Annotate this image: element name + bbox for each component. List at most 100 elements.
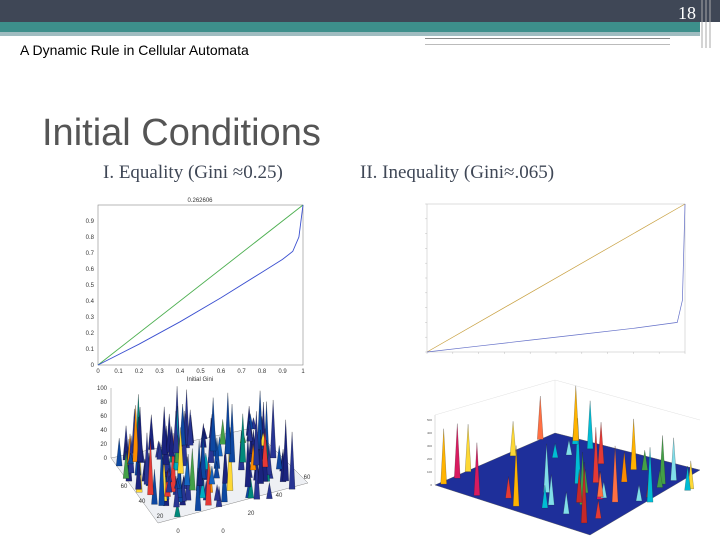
surface-spike	[581, 462, 588, 524]
z-tick-label: 60	[100, 414, 107, 420]
x-tick-label: 0.9	[278, 369, 287, 375]
z-tick-label: 200	[427, 457, 432, 461]
surface-spike	[537, 396, 544, 440]
x-tick-label: 60	[121, 484, 128, 490]
x-axis-label: Initial Gini	[187, 377, 213, 383]
surface-spike	[541, 485, 549, 509]
header-rule	[425, 38, 670, 39]
y-tick-label: 0.4	[86, 299, 95, 305]
surface-spike	[208, 466, 216, 485]
surface-spike	[552, 443, 559, 458]
surface-spike	[184, 456, 191, 486]
chart-title: 0.262606	[187, 198, 213, 204]
slide-title: Initial Conditions	[42, 112, 321, 154]
surface-spike	[505, 476, 512, 499]
surface-spike	[172, 411, 180, 454]
y-tick-label: 0	[91, 363, 95, 369]
surface-spike	[135, 455, 142, 490]
surface-spike	[670, 437, 677, 481]
surface-spike	[244, 436, 252, 488]
surface-spike	[122, 451, 130, 479]
surface-spike	[597, 422, 605, 464]
surface-spike	[199, 478, 206, 498]
surface-spike	[563, 491, 570, 514]
y-tick-label: 0.3	[86, 315, 95, 321]
surface-spike	[213, 461, 220, 479]
surface-spike	[646, 447, 654, 503]
x-tick-label: 0.4	[176, 369, 185, 375]
surface-spike	[158, 444, 165, 506]
surface-spike	[513, 445, 520, 507]
y-tick-label: 0.5	[86, 283, 95, 289]
surface-spike	[592, 427, 599, 483]
surface-spike	[173, 480, 180, 508]
surface-spike	[116, 438, 123, 467]
x-tick-label: 20	[157, 514, 164, 520]
z-tick-label: 0	[430, 483, 432, 487]
surface-spike	[543, 443, 550, 493]
y-tick-label: 0.8	[86, 235, 95, 241]
surface-spike	[454, 423, 461, 479]
y-tick-label: 0.6	[86, 267, 95, 273]
label-inequality: II. Inequality (Gini≈.065)	[360, 162, 555, 183]
surface-spike	[219, 419, 226, 445]
x-tick-label: 1	[301, 369, 305, 375]
surface-spike	[611, 445, 619, 503]
surface-spike	[177, 427, 184, 474]
x-tick-label: 0.1	[114, 369, 123, 375]
surface-spike	[127, 452, 134, 464]
y-tick-label: 40	[276, 493, 283, 499]
z-tick-label: 20	[100, 442, 107, 448]
surface-spike	[576, 469, 583, 503]
x-tick-label: 0	[176, 529, 180, 535]
y-tick-label: 60	[304, 475, 311, 481]
top-bar	[0, 0, 720, 22]
z-tick-label: 500	[427, 418, 432, 422]
z-tick-label: 300	[427, 444, 432, 448]
series-line	[97, 204, 304, 366]
surface-spike	[684, 466, 691, 491]
back-wall-edge	[434, 379, 556, 416]
surface-spike	[269, 399, 277, 459]
surface-spike	[659, 435, 666, 485]
surface-spike	[148, 414, 155, 450]
surface-spike	[239, 413, 246, 463]
surface-spike	[288, 431, 296, 490]
z-tick-label: 40	[100, 428, 107, 434]
surface-spike	[222, 446, 229, 484]
surface-spike	[189, 448, 196, 491]
surface-spike	[509, 421, 517, 456]
lorenz-chart-equality: 0.262606 Initial Gini 0 0.1 0.2 0.3 0.4 0.5 0.…	[86, 198, 306, 383]
x-tick-label: 0	[96, 369, 100, 375]
surface-spike	[621, 451, 628, 483]
surface-spike	[147, 438, 154, 495]
surface-spike	[464, 424, 472, 472]
surface-spike	[174, 502, 181, 517]
corner-lines	[701, 0, 711, 48]
header-rule-light	[425, 44, 670, 45]
surface-spike	[224, 392, 231, 455]
surface-chart-equality: 0 20 40 60 80 100 0 20 40 60 0 20 40 60	[97, 386, 311, 535]
surface-spike	[595, 500, 602, 519]
surface-spike	[282, 419, 289, 482]
surface-spike	[630, 418, 637, 470]
surface-spike	[266, 482, 273, 499]
x-tick-label: 0.5	[196, 369, 205, 375]
surface-spike	[257, 429, 264, 484]
label-equality: I. Equality (Gini ≈0.25)	[103, 162, 283, 183]
slide-header: A Dynamic Rule in Cellular Automata	[20, 42, 249, 58]
surface-spike	[261, 428, 269, 468]
z-tick-label: 400	[427, 431, 432, 435]
surface-spike	[586, 400, 594, 449]
surface-spike	[656, 470, 663, 488]
x-tick-label: 0.8	[258, 369, 267, 375]
y-tick-label: 0.1	[86, 347, 95, 353]
series-line	[426, 203, 686, 353]
z-tick-label: 100	[427, 470, 432, 474]
z-tick-label: 0	[104, 456, 108, 462]
y-tick-label: 0.9	[86, 219, 95, 225]
surface-spike	[213, 484, 221, 501]
x-tick-label: 0.2	[135, 369, 144, 375]
series-line	[97, 204, 304, 366]
surface-spike	[246, 421, 253, 442]
